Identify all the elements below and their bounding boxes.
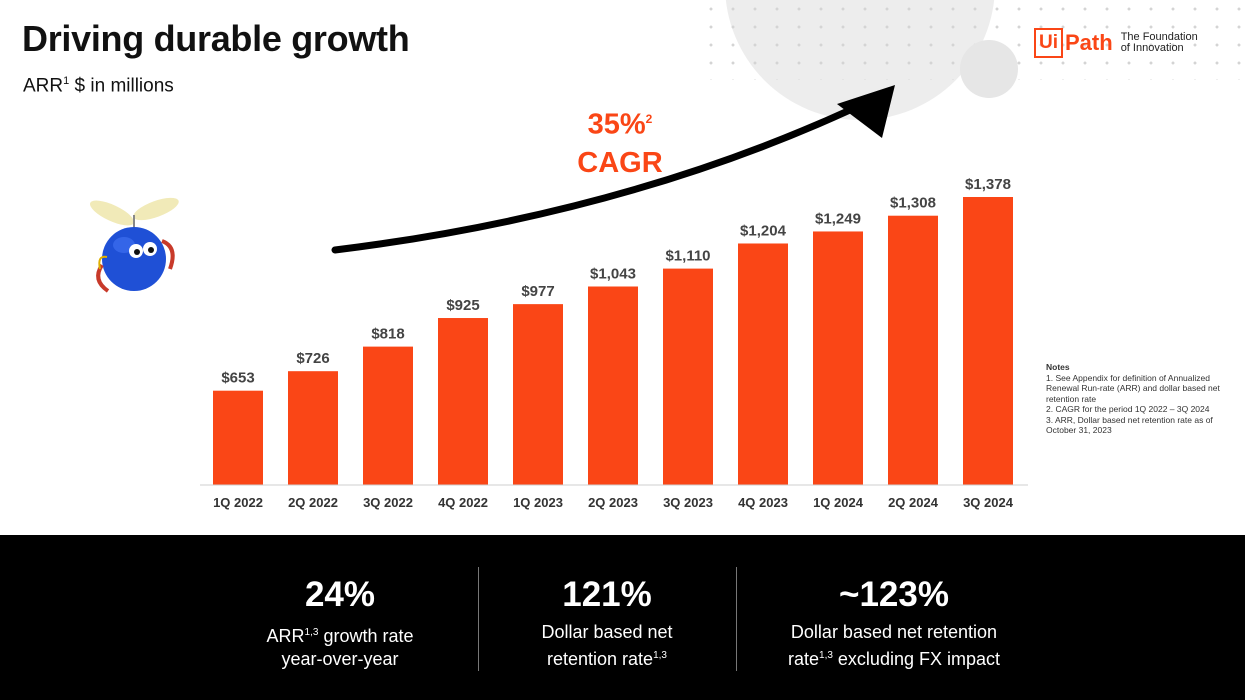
stat-label: Dollar based net retention rate1,3 exclu… — [758, 621, 1030, 671]
bar-value-label: $726 — [296, 350, 329, 367]
x-tick-label: 3Q 2022 — [363, 495, 413, 510]
bar-3q-2024 — [963, 197, 1013, 485]
note-item: 3. ARR, Dollar based net retention rate … — [1046, 414, 1213, 436]
mascot-illustration — [89, 197, 179, 293]
logo-path-text: Path — [1065, 30, 1113, 55]
stat-label-footnote: 1,3 — [304, 627, 319, 638]
bar-3q-2023 — [663, 268, 713, 485]
uipath-logo: Ui Path The Foundation of Innovation — [1034, 26, 1211, 60]
decorative-circle-small — [960, 40, 1018, 98]
bar-4q-2022 — [438, 318, 488, 485]
bar-value-label: $977 — [521, 283, 554, 300]
bar-2q-2023 — [588, 286, 638, 485]
stat-label-text: Dollar based net — [541, 622, 673, 642]
stat-arr-growth: 24% ARR1,3 growth rate year-over-year — [240, 575, 440, 671]
bar-value-label: $1,249 — [815, 210, 861, 227]
bar-value-label: $653 — [221, 370, 254, 387]
bar-value-label: $1,378 — [965, 176, 1011, 193]
stat-label-footnote: 1,3 — [653, 650, 667, 661]
growth-arrow-head — [837, 85, 895, 138]
stat-value: 24% — [304, 575, 376, 614]
arr-bar-chart: $653 1Q 2022 $726 2Q 2022 $818 3Q 2022 $925 4Q … — [200, 85, 1028, 510]
notes-panel: Notes 1. See Appendix for definition of … — [1046, 362, 1231, 436]
cagr-value: 35% — [587, 108, 646, 141]
x-tick-label: 4Q 2023 — [738, 495, 788, 510]
notes-title: Notes — [1046, 362, 1070, 372]
footer-divider — [478, 567, 479, 671]
bar-2q-2024 — [888, 215, 938, 485]
x-tick-label: 2Q 2024 — [888, 495, 939, 510]
footer-metrics-band: 24% ARR1,3 growth rate year-over-year 12… — [0, 535, 1245, 700]
bars-layer: $653 1Q 2022 $726 2Q 2022 $818 3Q 2022 $925 4Q … — [213, 176, 1014, 510]
x-tick-label: 1Q 2023 — [513, 495, 563, 510]
cagr-callout: 35%2 CAGR — [560, 100, 680, 182]
logo-tagline-line1: The Foundation — [1120, 31, 1198, 43]
stat-label-text: year-over-year — [281, 649, 399, 669]
page-title: Driving durable growth — [22, 18, 410, 59]
x-tick-label: 1Q 2022 — [213, 495, 263, 510]
bar-value-label: $925 — [446, 297, 479, 314]
growth-arrow-shaft — [331, 106, 854, 254]
stat-net-retention: 121% Dollar based net retention rate1,3 — [507, 575, 707, 671]
cagr-label: CAGR — [577, 146, 663, 179]
logo-box-text: Ui — [1034, 28, 1063, 58]
bar-2q-2022 — [288, 371, 338, 485]
x-tick-label: 2Q 2022 — [288, 495, 338, 510]
stat-value: 121% — [562, 575, 652, 614]
bar-4q-2023 — [738, 243, 788, 485]
bar-value-label: $1,308 — [890, 195, 936, 212]
note-item: 2. CAGR for the period 1Q 2022 – 3Q 2024 — [1046, 404, 1210, 414]
stat-label-text: excluding FX impact — [832, 649, 1000, 669]
note-item: 1. See Appendix for definition of Annual… — [1046, 372, 1220, 404]
cagr-footnote: 2 — [645, 112, 653, 126]
subtitle-suffix: $ in millions — [69, 75, 174, 97]
stat-label: ARR1,3 growth rate year-over-year — [240, 621, 440, 671]
bar-1q-2022 — [213, 390, 263, 485]
x-tick-label: 3Q 2023 — [663, 495, 713, 510]
logo-tagline: The Foundation of Innovation — [1121, 32, 1211, 54]
stat-label-text: Dollar based net retention — [790, 622, 998, 642]
bar-value-label: $1,204 — [740, 222, 787, 239]
stat-label-text: ARR — [266, 626, 305, 646]
subtitle-prefix: ARR — [23, 75, 64, 97]
subtitle-footnote: 1 — [63, 75, 70, 87]
x-tick-label: 2Q 2023 — [588, 495, 638, 510]
bar-1q-2024 — [813, 231, 863, 485]
bar-3q-2022 — [363, 346, 413, 485]
footer-divider — [736, 567, 737, 671]
bar-value-label: $1,110 — [665, 248, 710, 265]
stat-label: Dollar based net retention rate1,3 — [507, 621, 707, 671]
bar-value-label: $818 — [371, 326, 404, 343]
bar-1q-2023 — [513, 304, 563, 485]
stat-net-retention-fx: ~123% Dollar based net retention rate1,3… — [758, 575, 1030, 671]
bar-value-label: $1,043 — [590, 265, 636, 282]
stat-value: ~123% — [839, 575, 949, 614]
x-tick-label: 3Q 2024 — [963, 495, 1014, 510]
stat-label-footnote: 1,3 — [819, 650, 833, 661]
logo-tagline-line2: of Innovation — [1120, 42, 1184, 54]
stat-label-text: rate — [787, 649, 820, 669]
page-subtitle: ARR1 $ in millions — [23, 75, 174, 97]
stat-label-text: growth rate — [318, 626, 414, 646]
x-tick-label: 1Q 2024 — [813, 495, 864, 510]
stat-label-text: retention rate — [547, 649, 654, 669]
x-tick-label: 4Q 2022 — [438, 495, 488, 510]
